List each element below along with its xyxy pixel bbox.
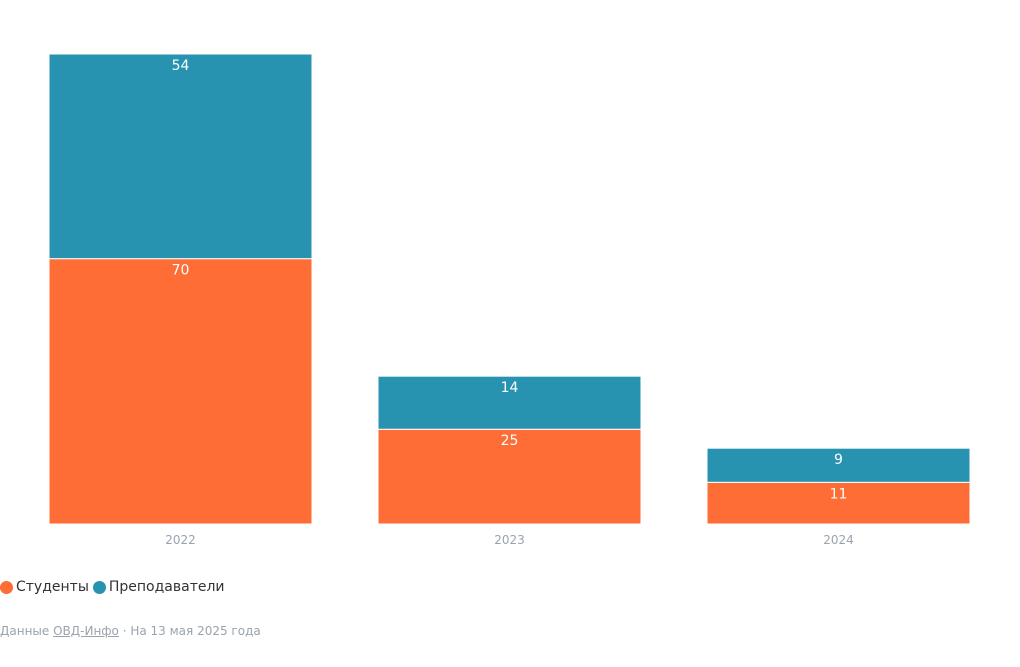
footer-source: Данные ОВД-Инфо · На 13 мая 2025 года <box>0 624 261 638</box>
footer-suffix: · На 13 мая 2025 года <box>118 624 261 638</box>
data-label-2023-teachers: 14 <box>501 380 519 396</box>
data-label-2023-students: 25 <box>501 433 519 449</box>
source-link[interactable]: ОВД-Инфо <box>53 624 119 638</box>
x-tick-label-2022: 2022 <box>165 533 196 547</box>
bar-2023-students <box>377 428 642 525</box>
x-tick-label-2023: 2023 <box>494 533 525 547</box>
legend-item-students[interactable]: Студенты <box>0 579 89 595</box>
legend-item-teachers[interactable]: Преподаватели <box>92 579 225 595</box>
data-label-2024-students: 11 <box>830 486 848 502</box>
stacked-bar-chart: 70 54 2022 25 14 2023 11 9 2024 <box>48 53 971 547</box>
data-label-2022-students: 70 <box>172 263 190 279</box>
bar-2023-teachers <box>377 375 642 430</box>
legend: Студенты Преподаватели <box>0 578 225 596</box>
footer-prefix: Данные <box>0 624 54 638</box>
data-label-2024-teachers: 9 <box>834 452 843 468</box>
data-label-2022-teachers: 54 <box>172 58 190 74</box>
x-tick-label-2024: 2024 <box>823 533 854 547</box>
chart-area: 70 54 2022 25 14 2023 11 9 2024 <box>48 53 971 547</box>
legend-swatch <box>0 580 13 594</box>
legend-swatch <box>92 580 106 594</box>
bar-2022-teachers <box>48 53 313 260</box>
bar-2022-students <box>48 258 313 525</box>
legend-label: Студенты <box>16 579 89 595</box>
legend-label: Преподаватели <box>108 579 225 595</box>
bar-2024-teachers <box>706 447 971 483</box>
